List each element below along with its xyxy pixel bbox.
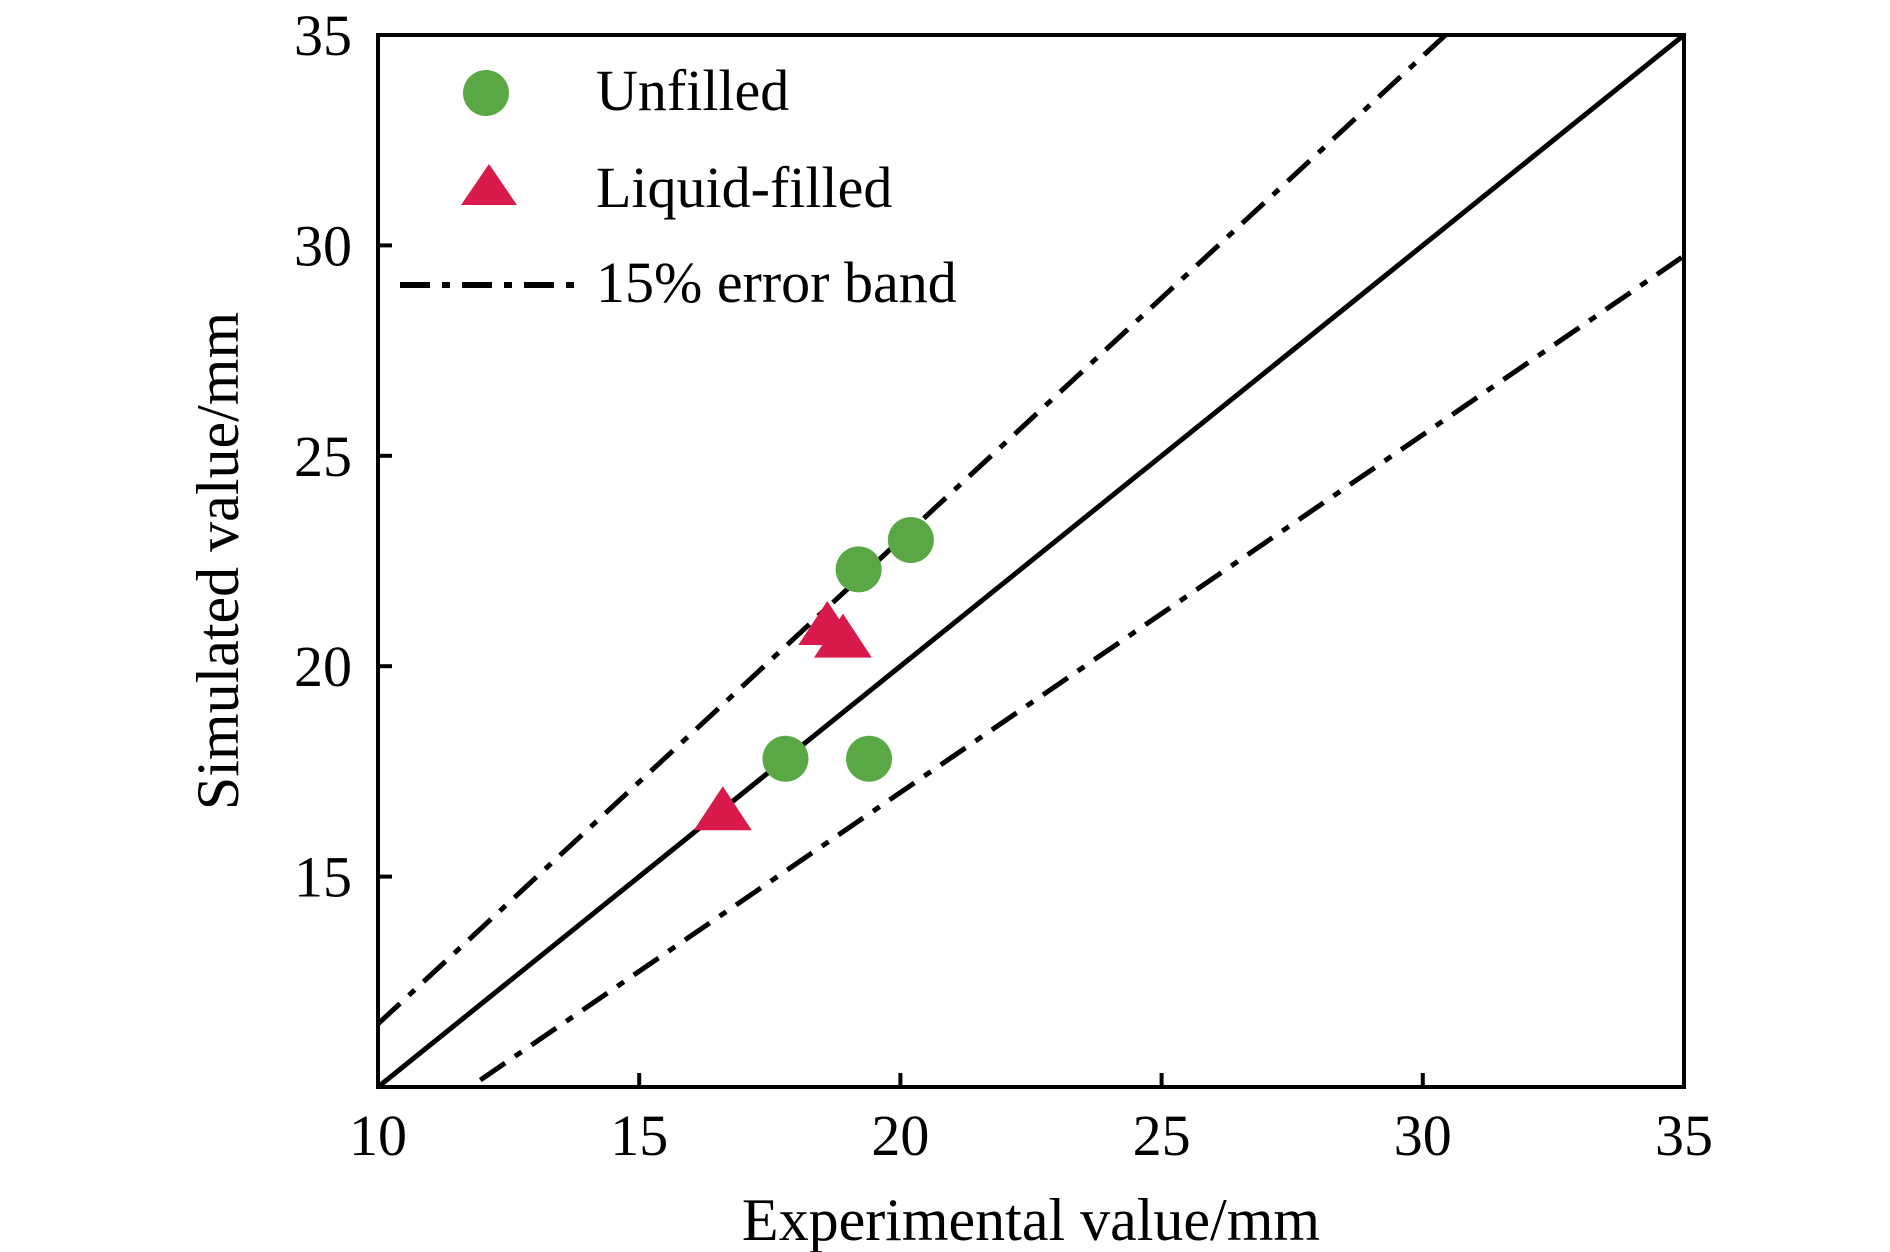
error-band-line-1 <box>378 35 1450 1026</box>
legend: Unfilled Liquid-filled 15% error band <box>400 58 957 315</box>
x-tick-label-3: 25 <box>1133 1103 1191 1168</box>
legend-circle-icon <box>463 70 509 116</box>
legend-label-unfilled: Unfilled <box>596 58 789 123</box>
x-tick-label-5: 35 <box>1655 1103 1713 1168</box>
plot-frame <box>376 33 1686 1089</box>
data-point-liquid-filled-2 <box>813 613 872 658</box>
data-point-unfilled-3 <box>887 516 934 563</box>
reference-lines <box>378 35 1684 1087</box>
y-tick-label-0: 15 <box>294 845 352 910</box>
data-point-unfilled-2 <box>835 546 882 593</box>
legend-label-liquid-filled: Liquid-filled <box>596 155 892 220</box>
y-axis-title: Simulated value/mm <box>185 312 251 810</box>
y-tick-label-2: 25 <box>294 424 352 489</box>
y-tick-label-4: 35 <box>294 3 352 68</box>
x-tick-label-0: 10 <box>349 1103 407 1168</box>
reference-line-identity <box>378 35 1684 1087</box>
y-tick-label-1: 20 <box>294 634 352 699</box>
data-markers <box>693 516 934 831</box>
y-tick-label-3: 30 <box>294 213 352 278</box>
x-tick-label-2: 20 <box>871 1103 929 1168</box>
axis-ticks: 10 15 20 25 30 35 15 20 25 30 35 <box>294 3 1713 1168</box>
x-tick-label-1: 15 <box>610 1103 668 1168</box>
x-axis-title: Experimental value/mm <box>742 1187 1320 1252</box>
data-point-unfilled-0 <box>762 735 809 782</box>
data-point-liquid-filled-0 <box>693 786 752 831</box>
legend-label-error-band: 15% error band <box>596 250 957 315</box>
legend-triangle-icon <box>461 164 517 205</box>
data-point-unfilled-1 <box>846 735 893 782</box>
x-tick-label-4: 30 <box>1394 1103 1452 1168</box>
error-band-line-2 <box>465 253 1684 1087</box>
